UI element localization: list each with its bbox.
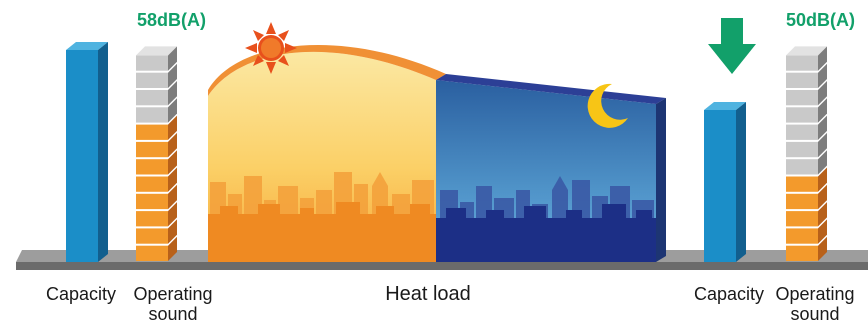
- left-sound-stack: [136, 46, 177, 261]
- left-capacity-label: Capacity: [45, 284, 117, 304]
- right-sound-label: Operating sound: [762, 284, 868, 324]
- night-roof-band: [436, 74, 666, 104]
- sound-block-gray: [136, 46, 177, 71]
- sound-block-orange: [136, 184, 177, 210]
- right-capacity-bar: [704, 102, 746, 262]
- sound-block-orange: [136, 219, 177, 244]
- sound-block-orange: [786, 167, 827, 192]
- left-sound-level: 58dB(A): [137, 10, 207, 30]
- heat-load-block: [208, 45, 666, 263]
- sound-block-gray: [786, 150, 827, 175]
- left-capacity-bar: [66, 42, 108, 262]
- right-sound-label-line1: Operating: [775, 284, 855, 304]
- right-sound-level: 50dB(A): [786, 10, 856, 30]
- left-sound-label-line2: sound: [148, 304, 198, 324]
- sound-block-gray: [786, 132, 827, 158]
- sound-block-orange: [786, 184, 827, 210]
- sound-block-orange: [786, 219, 827, 244]
- sound-block-gray: [786, 81, 827, 106]
- right-sound-stack: [786, 46, 827, 261]
- sound-block-orange: [136, 167, 177, 192]
- sound-block-gray: [786, 63, 827, 88]
- day-skyline-front: [208, 202, 436, 262]
- sound-block-orange: [136, 115, 177, 140]
- sound-block-gray: [136, 98, 177, 123]
- sound-block-gray: [786, 46, 827, 71]
- sound-block-orange: [136, 132, 177, 158]
- sound-block-gray: [136, 81, 177, 106]
- sound-block-orange: [136, 150, 177, 175]
- left-sound-label-line1: Operating: [133, 284, 213, 304]
- sound-block-gray: [136, 63, 177, 88]
- day-roof-band: [208, 45, 446, 96]
- sound-block-orange: [786, 202, 827, 227]
- night-side-face: [656, 98, 666, 262]
- right-capacity-label: Capacity: [693, 284, 765, 304]
- down-arrow-icon: [708, 18, 756, 74]
- sound-block-orange: [136, 236, 177, 261]
- sun-icon: [245, 22, 297, 74]
- moon-icon: [587, 83, 628, 128]
- sound-block-gray: [786, 98, 827, 123]
- heat-load-label: Heat load: [385, 283, 471, 305]
- night-skyline-front: [436, 204, 656, 262]
- sound-block-gray: [786, 115, 827, 140]
- left-sound-label: Operating sound: [118, 284, 228, 324]
- sound-block-orange: [136, 202, 177, 227]
- sound-block-orange: [786, 236, 827, 261]
- right-sound-label-line2: sound: [790, 304, 840, 324]
